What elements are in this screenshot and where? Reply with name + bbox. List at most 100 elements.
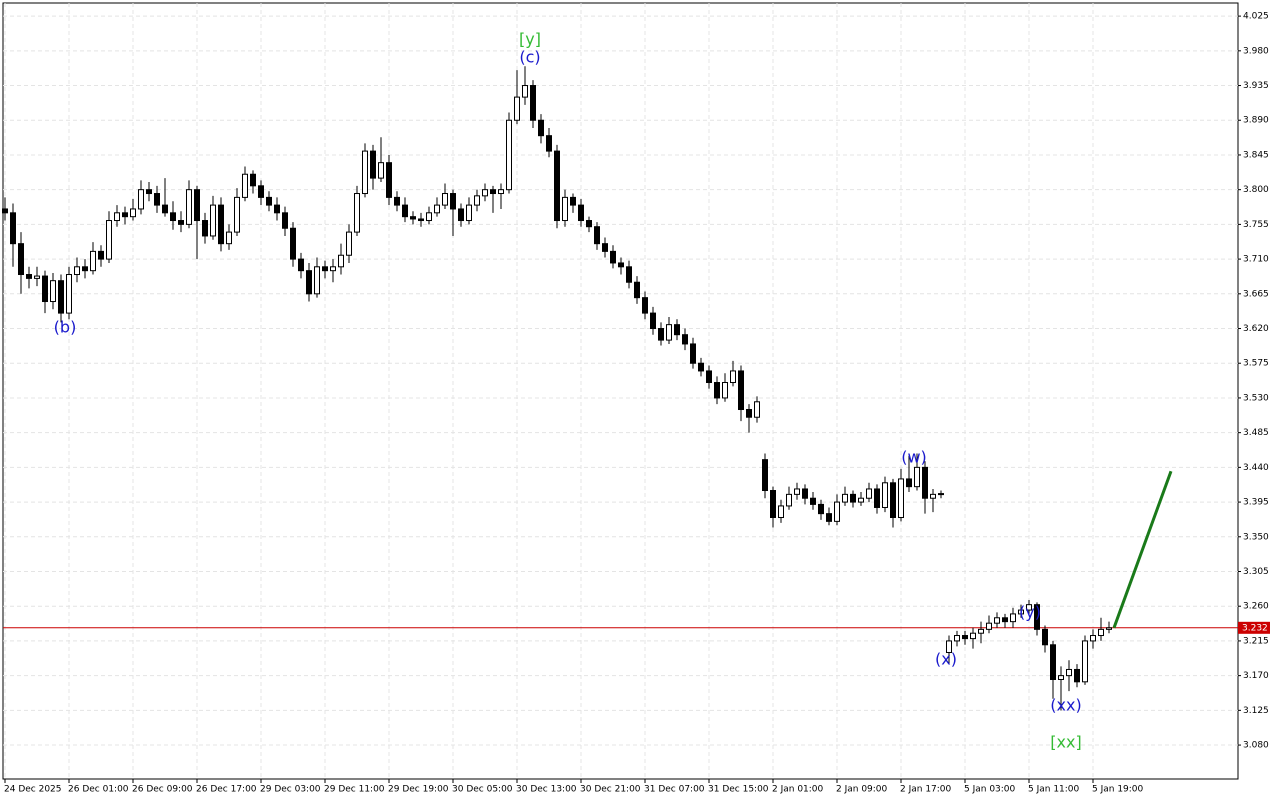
candle-body bbox=[722, 382, 728, 399]
y-tick-label: 3.260 bbox=[1243, 602, 1269, 612]
candle-body bbox=[770, 490, 776, 519]
candle-body bbox=[298, 258, 304, 272]
wave-label: [y] bbox=[519, 30, 541, 49]
candle-body bbox=[50, 280, 56, 303]
price-label-box bbox=[1238, 621, 1270, 634]
candle-body bbox=[474, 195, 480, 206]
candle-body bbox=[170, 212, 176, 222]
candle-body bbox=[818, 503, 824, 515]
candle-body bbox=[458, 208, 464, 222]
candle-body bbox=[410, 216, 416, 220]
candle-body bbox=[1042, 628, 1048, 646]
candle-body bbox=[210, 204, 216, 237]
y-tick-label: 3.710 bbox=[1243, 255, 1269, 265]
x-tick-label: 26 Dec 17:00 bbox=[196, 785, 257, 795]
candle-body bbox=[746, 409, 752, 418]
candle-body bbox=[98, 250, 104, 260]
candle-body bbox=[266, 196, 272, 206]
x-tick-label: 26 Dec 09:00 bbox=[132, 785, 193, 795]
candle-body bbox=[450, 193, 456, 210]
x-tick-label: 30 Dec 05:00 bbox=[452, 785, 513, 795]
candle-body bbox=[834, 501, 840, 522]
candle-body bbox=[874, 488, 880, 508]
candle-body bbox=[538, 119, 544, 137]
candle-body bbox=[802, 488, 808, 499]
candle-body bbox=[938, 493, 944, 496]
candle-body bbox=[570, 196, 576, 206]
candle-body bbox=[850, 493, 856, 503]
y-tick-label: 3.755 bbox=[1243, 220, 1269, 230]
x-tick-label: 29 Dec 19:00 bbox=[388, 785, 449, 795]
candle-body bbox=[554, 150, 560, 222]
x-tick-label: 29 Dec 11:00 bbox=[324, 785, 385, 795]
candle-body bbox=[322, 266, 328, 272]
candle-body bbox=[1010, 613, 1016, 623]
price-label: 3.232 bbox=[1242, 623, 1268, 633]
y-tick-label: 3.125 bbox=[1243, 706, 1269, 716]
y-tick-label: 3.080 bbox=[1243, 741, 1269, 751]
wave-label: (x) bbox=[935, 650, 957, 669]
candle-body bbox=[586, 220, 592, 228]
candle-body bbox=[42, 275, 48, 303]
y-tick-label: 3.620 bbox=[1243, 324, 1269, 334]
candle-body bbox=[282, 212, 288, 229]
candle-body bbox=[130, 208, 136, 218]
candle-body bbox=[242, 173, 248, 198]
y-tick-label: 3.215 bbox=[1243, 636, 1269, 646]
candle-body bbox=[1026, 604, 1032, 611]
candle-body bbox=[314, 266, 320, 295]
candle-body bbox=[330, 266, 336, 272]
candle-body bbox=[402, 204, 408, 218]
x-tick-label: 26 Dec 01:00 bbox=[68, 785, 129, 795]
x-tick-label: 24 Dec 2025 bbox=[4, 785, 62, 795]
x-tick-label: 30 Dec 13:00 bbox=[516, 785, 577, 795]
x-tick-label: 30 Dec 21:00 bbox=[580, 785, 641, 795]
y-tick-label: 3.530 bbox=[1243, 393, 1269, 403]
x-tick-label: 5 Jan 19:00 bbox=[1092, 785, 1144, 795]
candle-body bbox=[250, 173, 256, 187]
candle-body bbox=[978, 628, 984, 634]
candle-body bbox=[26, 274, 32, 279]
candle-body bbox=[306, 270, 312, 295]
candle-body bbox=[466, 204, 472, 222]
candle-body bbox=[658, 328, 664, 341]
candle-body bbox=[66, 274, 72, 314]
candle-body bbox=[274, 204, 280, 214]
projection-line bbox=[1112, 470, 1173, 629]
wave-label: [xx] bbox=[1050, 733, 1081, 752]
candle-body bbox=[794, 488, 800, 495]
candle-body bbox=[506, 119, 512, 191]
y-tick-label: 3.890 bbox=[1243, 116, 1269, 126]
candle-body bbox=[1066, 668, 1072, 677]
candle-body bbox=[338, 254, 344, 268]
candle-body bbox=[618, 262, 624, 268]
candle-body bbox=[866, 488, 872, 499]
wave-label: (w) bbox=[901, 448, 927, 467]
x-tick-label: 2 Jan 09:00 bbox=[836, 785, 888, 795]
y-tick-label: 3.305 bbox=[1243, 567, 1269, 577]
candle-body bbox=[786, 493, 792, 507]
candle-body bbox=[1074, 668, 1080, 683]
candle-body bbox=[994, 617, 1000, 624]
candle-body bbox=[178, 220, 184, 225]
x-tick-label: 29 Dec 03:00 bbox=[260, 785, 321, 795]
candle-body bbox=[530, 85, 536, 121]
candle-body bbox=[1050, 644, 1056, 680]
candle-body bbox=[634, 281, 640, 299]
candle-body bbox=[1034, 604, 1040, 630]
candle-body bbox=[482, 189, 488, 197]
x-tick-label: 2 Jan 01:00 bbox=[772, 785, 824, 795]
candle-body bbox=[826, 513, 832, 522]
candle-body bbox=[714, 382, 720, 399]
candle-body bbox=[186, 189, 192, 225]
candle-body bbox=[602, 243, 608, 252]
x-tick-label: 2 Jan 17:00 bbox=[900, 785, 952, 795]
candle-body bbox=[138, 189, 144, 210]
y-tick-label: 3.800 bbox=[1243, 185, 1269, 195]
y-tick-label: 3.485 bbox=[1243, 428, 1269, 438]
candle-body bbox=[146, 189, 152, 195]
candle-body bbox=[642, 297, 648, 314]
candle-body bbox=[858, 497, 864, 503]
candle-body bbox=[122, 212, 128, 218]
candle-body bbox=[666, 324, 672, 341]
